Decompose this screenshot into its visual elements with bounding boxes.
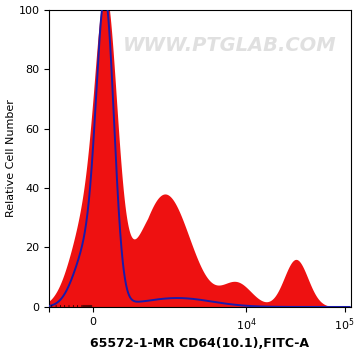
X-axis label: 65572-1-MR CD64(10.1),FITC-A: 65572-1-MR CD64(10.1),FITC-A bbox=[90, 337, 309, 350]
Y-axis label: Relative Cell Number: Relative Cell Number bbox=[5, 99, 16, 217]
Text: WWW.PTGLAB.COM: WWW.PTGLAB.COM bbox=[123, 36, 337, 55]
